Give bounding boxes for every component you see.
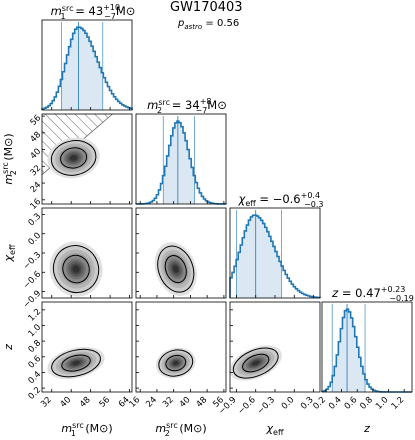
y-tick-label-chi_eff: 0.3 <box>27 212 44 229</box>
pair-chi_eff-z <box>229 301 321 393</box>
contour-50 <box>242 353 270 373</box>
y-axis-label-chi_eff: χeff <box>2 244 17 262</box>
x-tick-label-m1: 56 <box>98 395 113 410</box>
density-m2-z <box>155 347 196 379</box>
title-m1: msrc 1 = 43+10 −7M⊙ <box>51 3 136 21</box>
x-axis-label-z: z <box>363 422 370 435</box>
y-tick-label-z: 0.4 <box>27 370 44 387</box>
pair-m1-m2 <box>41 113 133 205</box>
y-tick-label-chi_eff: 0.0 <box>27 231 44 248</box>
x-tick-label-chi_eff: 0.0 <box>280 395 297 412</box>
contour-90 <box>232 347 279 379</box>
panel-frame <box>135 301 227 393</box>
x-tick-label-m1: 32 <box>39 395 54 410</box>
x-axis-label-m2: msrc 2 (M⊙) <box>155 421 206 438</box>
panel-frame-diag-z <box>321 301 413 393</box>
density-level <box>173 360 179 366</box>
panel-frame <box>41 301 133 393</box>
p-astro-label: pastro = 0.56 <box>178 18 240 31</box>
contour-50 <box>165 354 187 372</box>
x-tick-label-m1: 40 <box>59 395 74 410</box>
density-level <box>72 265 80 273</box>
x-tick-label-z: 0.8 <box>358 395 375 412</box>
x-tick-label-chi_eff: −0.3 <box>255 395 277 417</box>
x-tick-label-z: 1.2 <box>390 395 407 412</box>
panel-frame-diag-m1 <box>41 19 133 111</box>
density-m1-z <box>47 346 105 380</box>
contour-90 <box>157 245 195 293</box>
y-tick-label-m2: 40 <box>29 147 44 162</box>
hist-credible-fill-z <box>332 309 366 392</box>
hist-chi_eff <box>229 214 321 299</box>
x-axis-label-chi_eff: χeff <box>266 422 284 437</box>
contour-90 <box>50 140 97 176</box>
contour-50 <box>60 147 88 169</box>
y-tick-label-z: 0.2 <box>27 385 44 402</box>
title-chi_eff: χeff = −0.6+0.4 −0.3 <box>238 191 324 209</box>
contour-50 <box>61 354 91 372</box>
hist-credible-fill-m1 <box>61 27 103 111</box>
contour-90 <box>51 348 101 378</box>
x-tick-label-m2: 40 <box>178 395 193 410</box>
y-tick-label-chi_eff: −0.3 <box>22 250 44 272</box>
density-m1-m2 <box>47 137 100 179</box>
x-tick-label-z: 0.2 <box>311 395 328 412</box>
x-axis-label-m1: msrc 1 (M⊙) <box>61 421 112 438</box>
density-level <box>70 155 78 161</box>
title-m2: msrc 2 = 34+8 −7M⊙ <box>147 97 227 115</box>
contour-50 <box>62 254 90 284</box>
y-tick-label-z: 0.6 <box>27 354 44 371</box>
y-axis-label-z: z <box>2 344 15 351</box>
title-z: z = 0.47+0.23 −0.19 <box>331 285 414 303</box>
x-tick-label-m2: 16 <box>128 395 143 410</box>
hist-credible-fill-m2 <box>163 121 195 204</box>
panel-frame <box>41 113 133 205</box>
x-tick-label-m2: 32 <box>161 395 176 410</box>
y-tick-label-m2: 56 <box>29 113 44 128</box>
density-level <box>172 265 179 273</box>
y-axis-label-m2: msrc2 (M⊙) <box>1 133 18 184</box>
y-tick-label-m2: 32 <box>29 163 44 178</box>
density-m2-chi_eff <box>154 242 197 297</box>
p-astro-value: 0.56 <box>216 18 240 29</box>
density-chi_eff-z <box>229 345 282 381</box>
x-tick-label-z: 1.0 <box>374 395 391 412</box>
x-tick-label-m2: 24 <box>144 395 159 410</box>
y-tick-label-chi_eff: −0.9 <box>22 289 44 311</box>
hist-m1 <box>41 26 133 110</box>
contour-90 <box>158 349 194 377</box>
hist-credible-fill-chi_eff <box>236 215 282 298</box>
x-tick-label-m2: 48 <box>195 395 210 410</box>
density-m1-chi_eff <box>49 241 103 297</box>
y-tick-label-chi_eff: −0.6 <box>22 269 44 291</box>
y-tick-label-m2: 24 <box>29 180 44 195</box>
contour-50 <box>164 255 187 284</box>
x-tick-label-z: 0.4 <box>327 395 344 412</box>
pair-m2-chi_eff <box>135 207 227 299</box>
y-tick-label-m2: 48 <box>29 130 44 145</box>
contour-90 <box>52 245 100 294</box>
panel-frame-diag-m2 <box>135 113 227 205</box>
density-level <box>72 360 80 366</box>
density-level <box>252 360 260 366</box>
event-title: GW170403 <box>170 0 243 15</box>
pair-m1-chi_eff <box>41 207 133 299</box>
x-tick-label-m1: 48 <box>78 395 93 410</box>
pair-m2-z <box>135 301 227 393</box>
hist-m2 <box>135 120 227 205</box>
y-tick-label-z: 1.0 <box>27 323 44 340</box>
pair-m1-z <box>41 301 133 393</box>
x-tick-label-z: 0.6 <box>343 395 360 412</box>
y-tick-label-z: 0.8 <box>27 338 44 355</box>
x-tick-label-chi_eff: −0.6 <box>236 395 258 417</box>
y-tick-label-m2: 16 <box>29 197 44 212</box>
